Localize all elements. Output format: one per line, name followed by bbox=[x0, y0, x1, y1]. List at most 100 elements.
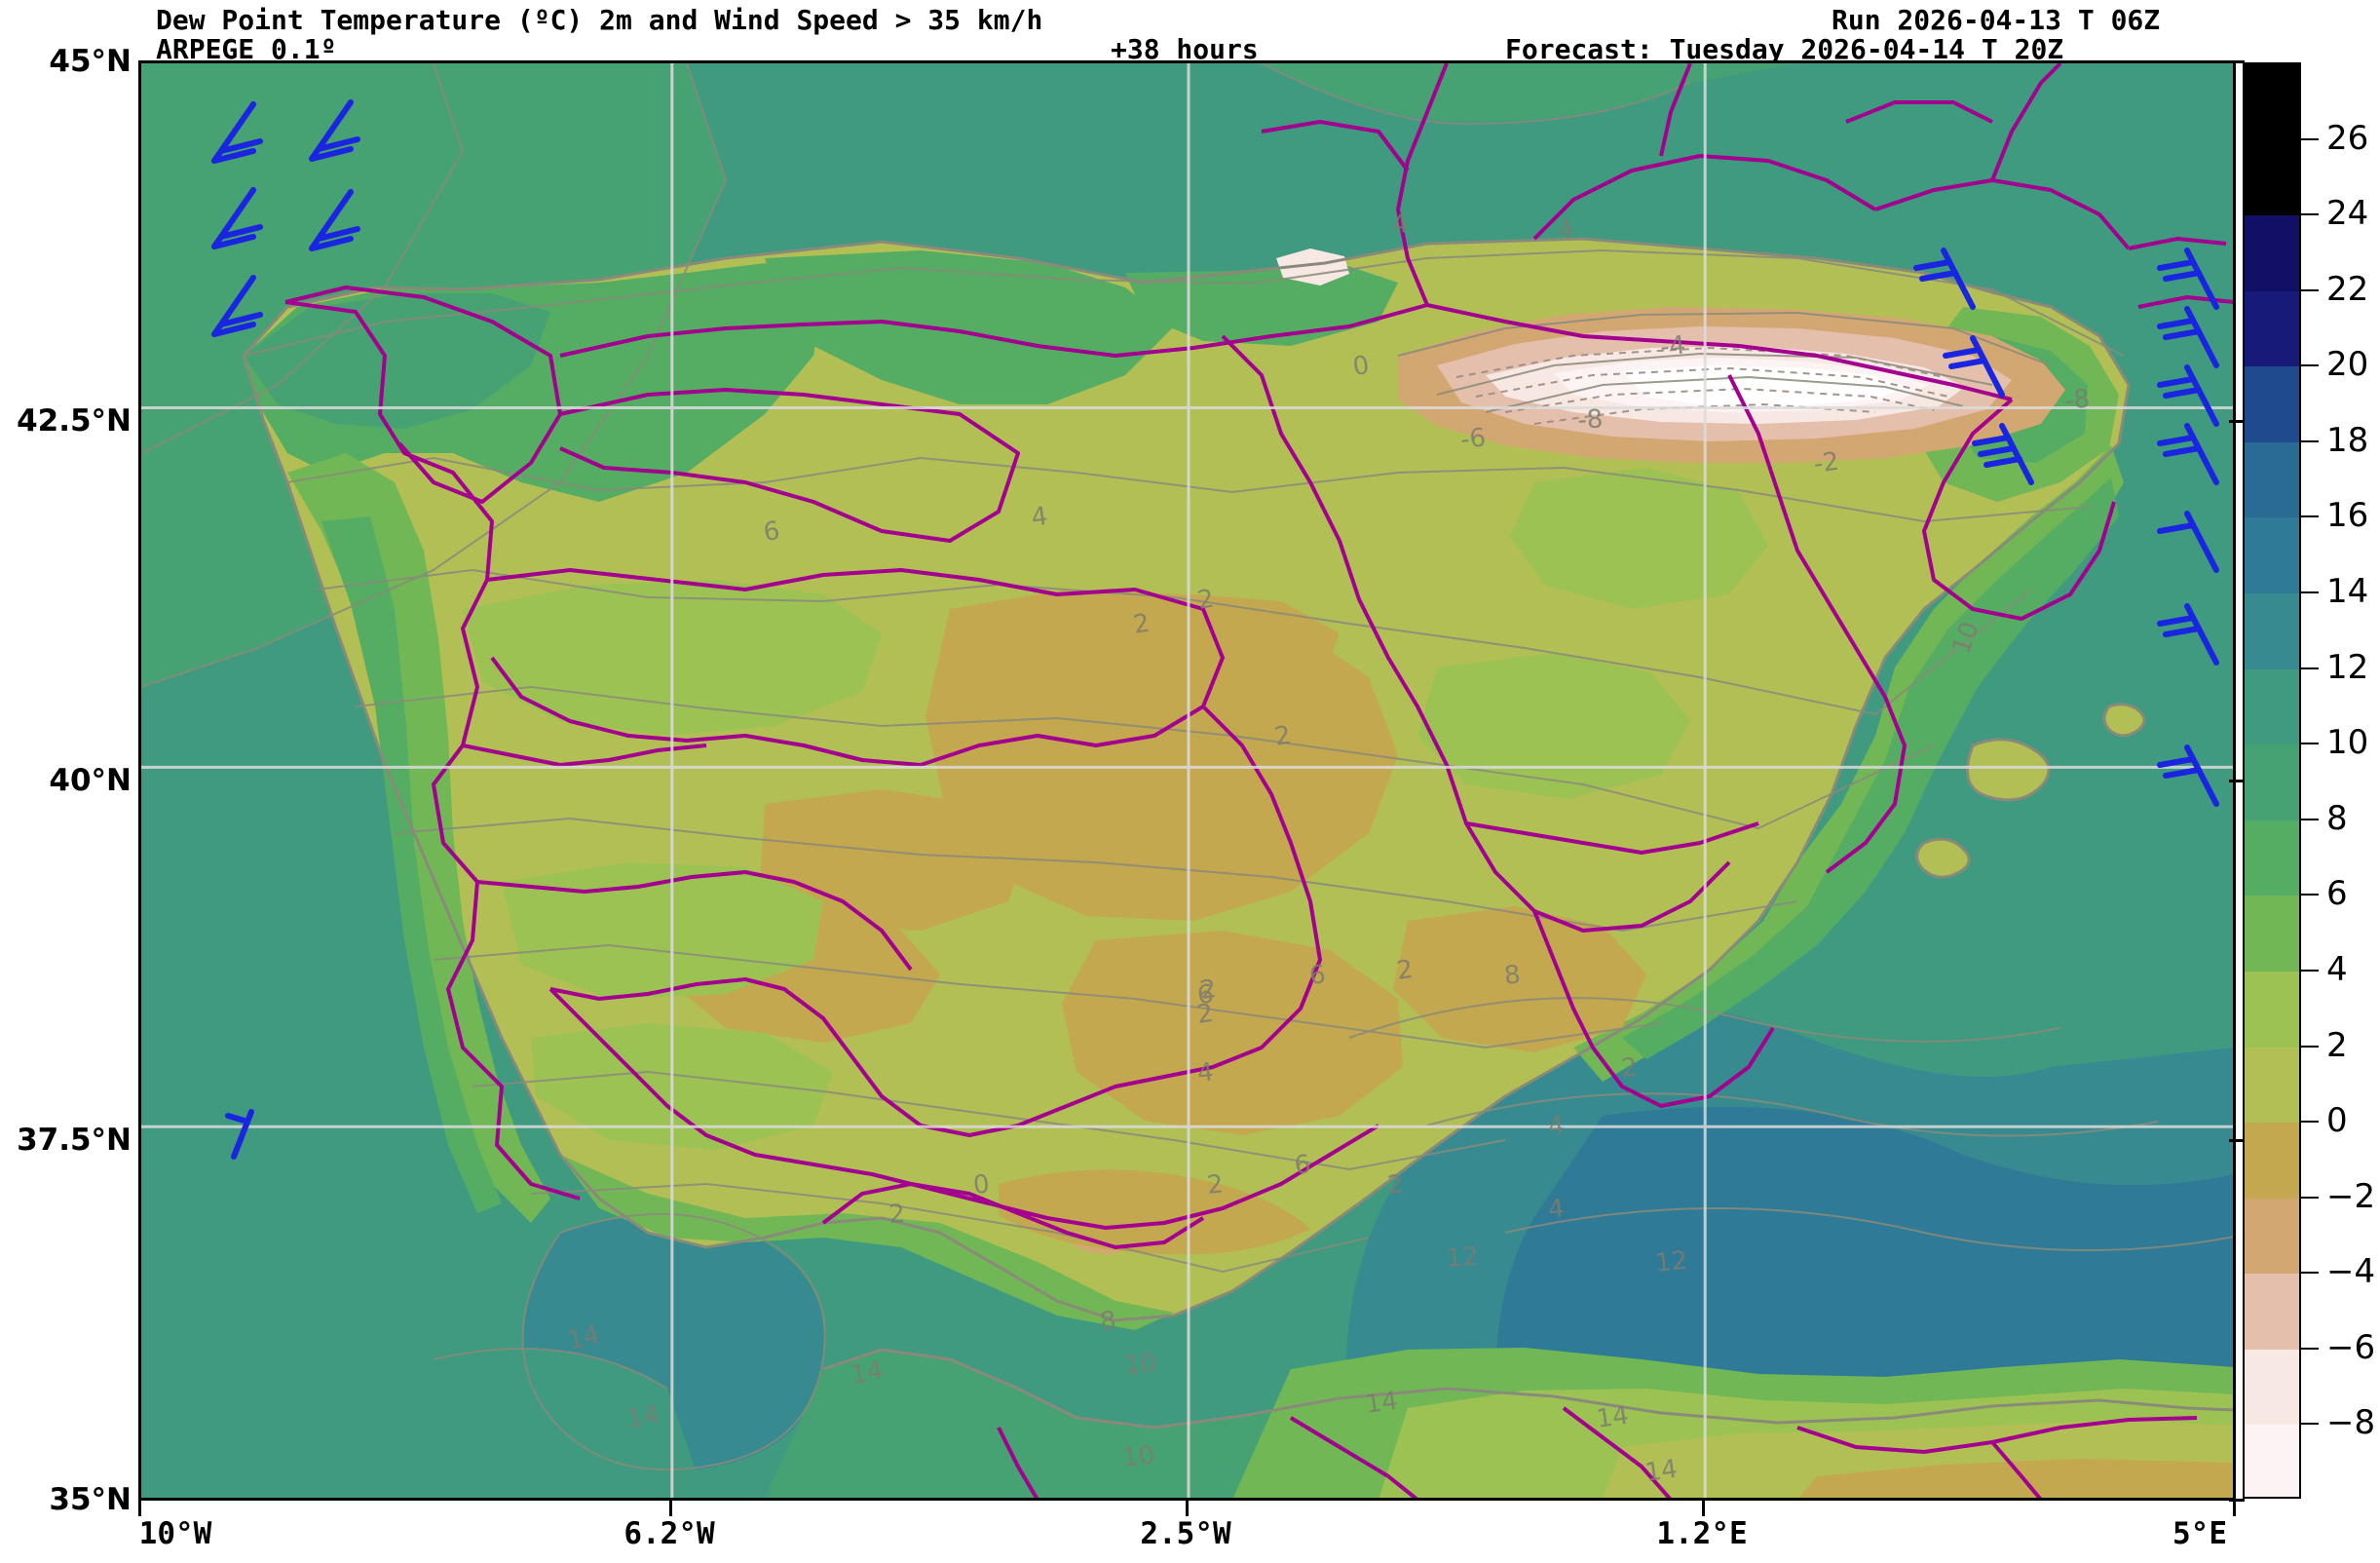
y-tick-label: 40°N bbox=[49, 763, 132, 798]
svg-text:2: 2 bbox=[1195, 999, 1216, 1030]
x-tick bbox=[138, 1501, 141, 1516]
colorbar-tick-label: 10 bbox=[2326, 723, 2369, 763]
colorbar-segment bbox=[2245, 366, 2299, 442]
colorbar-tick bbox=[2301, 1121, 2319, 1124]
colorbar-tick-label: 0 bbox=[2326, 1101, 2348, 1141]
wind-barb bbox=[229, 182, 235, 188]
x-tick-label: 6.2°W bbox=[623, 1516, 715, 1551]
svg-text:14: 14 bbox=[1643, 1455, 1680, 1488]
colorbar-tick bbox=[2301, 137, 2319, 140]
svg-text:4: 4 bbox=[1390, 210, 1411, 241]
colorbar-segment bbox=[2245, 1123, 2299, 1199]
svg-text:8: 8 bbox=[1503, 960, 1523, 991]
svg-text:6: 6 bbox=[1293, 1150, 1313, 1181]
svg-text:4: 4 bbox=[1556, 214, 1576, 246]
wind-barb bbox=[2218, 764, 2224, 770]
svg-text:4: 4 bbox=[1547, 1111, 1567, 1142]
colorbar-segment bbox=[2245, 1198, 2299, 1275]
colorbar-tick-label: 26 bbox=[2326, 118, 2369, 158]
svg-text:14: 14 bbox=[1595, 1401, 1631, 1434]
colorbar-tick bbox=[2301, 591, 2319, 594]
svg-text:10: 10 bbox=[1123, 1349, 1158, 1381]
wind-barb bbox=[299, 125, 305, 131]
colorbar-tick-label: 4 bbox=[2326, 949, 2348, 989]
x-tick bbox=[2233, 1501, 2236, 1516]
svg-text:14: 14 bbox=[1364, 1387, 1400, 1420]
colorbar-tick bbox=[2301, 1196, 2319, 1199]
colorbar[interactable] bbox=[2243, 62, 2301, 1499]
colorbar-segment bbox=[2245, 290, 2299, 367]
colorbar-tick-label: 16 bbox=[2326, 496, 2369, 536]
colorbar-tick bbox=[2301, 1272, 2319, 1275]
model-name: ARPEGE 0.1º bbox=[156, 33, 337, 65]
y-tick-label: 45°N bbox=[49, 44, 132, 79]
colorbar-segment bbox=[2245, 441, 2299, 518]
svg-text:6: 6 bbox=[1308, 960, 1328, 991]
colorbar-tick-label: −2 bbox=[2326, 1176, 2376, 1216]
svg-text:14: 14 bbox=[849, 1356, 886, 1391]
svg-text:2: 2 bbox=[1206, 1169, 1226, 1201]
colorbar-tick-label: 20 bbox=[2326, 345, 2369, 385]
colorbar-segment bbox=[2245, 744, 2299, 820]
colorbar-tick-label: 2 bbox=[2326, 1025, 2348, 1065]
svg-text:-4: -4 bbox=[1659, 330, 1687, 362]
svg-text:2: 2 bbox=[888, 1200, 906, 1230]
wind-barb bbox=[2218, 513, 2224, 518]
colorbar-tick bbox=[2301, 1347, 2319, 1350]
map-canvas[interactable]: 0 -8 -6 -4 -2 -8 4 4 2 2 2 2 2 2 2 2 2 bbox=[138, 60, 2236, 1501]
colorbar-segment bbox=[2245, 1274, 2299, 1350]
forecast-timestamp: Forecast: Tuesday 2026-04-14 T 20Z bbox=[1505, 33, 2064, 65]
colorbar-segment bbox=[2245, 971, 2299, 1048]
svg-text:4: 4 bbox=[1196, 1057, 1216, 1088]
colorbar-segment bbox=[2245, 517, 2299, 594]
figure-header: Dew Point Temperature (ºC) 2m and Wind S… bbox=[0, 0, 2380, 65]
wind-barb bbox=[284, 1281, 290, 1287]
svg-text:-2: -2 bbox=[1812, 447, 1841, 479]
svg-text:2: 2 bbox=[1395, 955, 1416, 986]
wind-barb bbox=[2218, 591, 2224, 597]
run-timestamp: Run 2026-04-13 T 06Z bbox=[1832, 4, 2161, 36]
wind-barb bbox=[2064, 513, 2070, 518]
svg-text:2: 2 bbox=[1131, 608, 1152, 639]
colorbar-tick bbox=[2301, 743, 2319, 745]
colorbar-segment bbox=[2245, 820, 2299, 896]
colorbar-tick bbox=[2301, 894, 2319, 896]
y-tick-label: 35°N bbox=[49, 1482, 132, 1517]
svg-text:6: 6 bbox=[1196, 979, 1216, 1010]
colorbar-tick-label: −4 bbox=[2326, 1252, 2376, 1292]
svg-text:6: 6 bbox=[762, 516, 782, 548]
colorbar-tick bbox=[2301, 1045, 2319, 1048]
map-render: 0 -8 -6 -4 -2 -8 4 4 2 2 2 2 2 2 2 2 2 bbox=[141, 63, 2233, 1498]
colorbar-segment bbox=[2245, 64, 2299, 140]
colorbar-segment bbox=[2245, 215, 2299, 291]
x-tick bbox=[669, 1501, 672, 1516]
x-tick bbox=[1186, 1501, 1189, 1516]
colorbar-segment bbox=[2245, 1047, 2299, 1124]
colorbar-tick bbox=[2301, 213, 2319, 216]
colorbar-tick-label: −8 bbox=[2326, 1403, 2376, 1443]
svg-text:-8: -8 bbox=[1576, 404, 1604, 436]
x-tick-label: 1.2°E bbox=[1656, 1516, 1748, 1551]
colorbar-segment bbox=[2245, 1425, 2299, 1497]
colorbar-tick-label: 18 bbox=[2326, 420, 2369, 460]
x-tick-label: 5°E bbox=[2172, 1516, 2227, 1551]
wind-barb bbox=[2071, 362, 2077, 368]
y-tick bbox=[2229, 60, 2245, 63]
svg-text:2: 2 bbox=[1195, 584, 1217, 615]
svg-text:-6: -6 bbox=[1459, 423, 1488, 455]
wind-barb bbox=[229, 125, 235, 131]
colorbar-tick-label: 24 bbox=[2326, 194, 2369, 234]
colorbar-tick bbox=[2301, 515, 2319, 518]
colorbar-segment bbox=[2245, 593, 2299, 669]
colorbar-tick bbox=[2301, 818, 2319, 820]
colorbar-tick bbox=[2301, 364, 2319, 367]
colorbar-tick bbox=[2301, 969, 2319, 972]
y-tick bbox=[2229, 420, 2245, 423]
y-tick bbox=[2229, 780, 2245, 782]
svg-text:-8: -8 bbox=[2063, 384, 2092, 416]
colorbar-tick bbox=[2301, 439, 2319, 442]
svg-text:2: 2 bbox=[1386, 1169, 1406, 1201]
x-tick bbox=[1702, 1501, 1705, 1516]
svg-text:4: 4 bbox=[1030, 502, 1050, 533]
